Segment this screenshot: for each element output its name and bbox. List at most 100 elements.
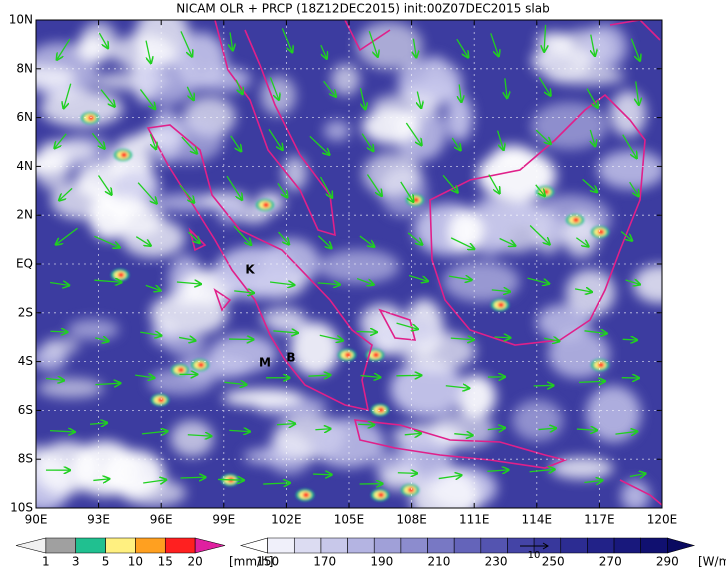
cloud: [36, 441, 99, 494]
wind-arrow: [544, 338, 559, 341]
wind-arrow: [269, 77, 278, 99]
wind-arrow: [450, 338, 474, 340]
colorbar-segment: [427, 537, 455, 554]
wind-arrow: [407, 232, 422, 245]
wind-arrow: [180, 31, 192, 56]
cloud: [260, 307, 306, 329]
wind-arrow: [319, 176, 331, 198]
cloud: [609, 90, 647, 137]
wind-arrow: [233, 225, 251, 244]
wind-arrow: [538, 428, 556, 429]
place-label: K: [245, 263, 255, 277]
precip-cell: [345, 352, 351, 358]
cloud: [121, 218, 186, 258]
wind-arrow: [143, 480, 166, 483]
lat-label: 6S: [18, 403, 33, 417]
wind-arrow: [94, 235, 119, 247]
colorbar-segment: [45, 537, 77, 554]
lon-label: 117E: [584, 513, 615, 527]
lon-label: 99E: [212, 513, 235, 527]
wind-arrow: [576, 429, 597, 430]
colorbar-segment: [400, 537, 428, 554]
cloud: [214, 246, 297, 299]
wind-arrow: [137, 182, 156, 204]
wind-arrow: [356, 332, 377, 333]
precip-cell: [598, 229, 604, 235]
wind-arrow: [145, 40, 151, 63]
wind-arrow: [179, 184, 194, 203]
lon-label: 96E: [150, 513, 173, 527]
wind-arrow: [49, 431, 75, 432]
wind-arrow: [636, 81, 639, 104]
wind-arrow: [323, 80, 336, 96]
wind-arrow: [149, 133, 155, 149]
wind-arrow: [186, 86, 193, 100]
wind-arrow: [313, 474, 331, 475]
wind-arrow: [368, 31, 377, 56]
wind-vectors: [45, 24, 646, 484]
wind-arrow: [94, 280, 121, 282]
cloud: [76, 35, 108, 62]
colorbar-label: 170: [313, 555, 336, 569]
wind-arrow: [187, 435, 211, 436]
wind-arrow: [89, 423, 107, 424]
lat-label: EQ: [16, 257, 33, 271]
wind-arrow: [591, 34, 595, 56]
cloud: [318, 249, 400, 284]
wind-arrow: [359, 87, 365, 109]
graticule: [36, 20, 662, 508]
wind-arrow: [529, 469, 555, 471]
wind-arrow: [315, 429, 330, 430]
precip-cell: [573, 217, 579, 223]
wind-arrow: [629, 474, 646, 477]
wind-arrow: [360, 376, 380, 378]
precip-cell: [178, 367, 184, 373]
wind-arrow: [273, 331, 297, 333]
wind-arrow: [229, 430, 249, 431]
wind-arrow: [538, 77, 550, 96]
precip-cell: [408, 487, 414, 493]
cloud: [290, 322, 340, 376]
wind-arrow: [505, 78, 507, 98]
cloud: [582, 24, 628, 70]
wind-arrow: [584, 480, 602, 482]
colorbar-label: 20: [188, 555, 203, 569]
wind-arrow: [320, 44, 327, 58]
cloud: [597, 150, 662, 189]
wind-arrow: [405, 122, 421, 145]
precip-cell: [413, 197, 419, 203]
lat-label: 6N: [16, 110, 33, 124]
wind-arrow: [141, 431, 167, 434]
colorbar-label: 230: [485, 555, 508, 569]
lon-label: 93E: [87, 513, 110, 527]
colorbar-segment: [667, 537, 696, 554]
colorbar-segment: [373, 537, 402, 554]
wind-arrow: [490, 33, 499, 56]
wind-arrow: [494, 337, 511, 338]
colorbar-label: 3: [72, 555, 80, 569]
cloud: [209, 334, 277, 373]
precip-cell: [121, 152, 127, 158]
wind-arrow: [625, 280, 640, 284]
wind-arrow: [57, 38, 71, 60]
cloud: [154, 116, 224, 163]
wind-arrow: [224, 382, 246, 384]
cloud: [36, 65, 77, 86]
cloud: [531, 44, 593, 79]
wind-arrow: [578, 381, 605, 382]
wind-arrow: [448, 276, 472, 280]
wind-arrow: [95, 383, 120, 384]
cloud: [390, 360, 464, 417]
colorbar-label: 210: [427, 555, 450, 569]
wind-arrow: [91, 132, 104, 148]
colorbar-label: 250: [542, 555, 565, 569]
wind-arrow: [499, 237, 515, 246]
wind-arrow: [97, 175, 112, 194]
precip-cell: [303, 492, 309, 498]
wind-arrow: [317, 235, 331, 248]
colorbar-segment: [347, 537, 375, 554]
colorbar-segment: [164, 537, 196, 554]
cloud: [362, 152, 421, 197]
cloud: [373, 317, 442, 349]
